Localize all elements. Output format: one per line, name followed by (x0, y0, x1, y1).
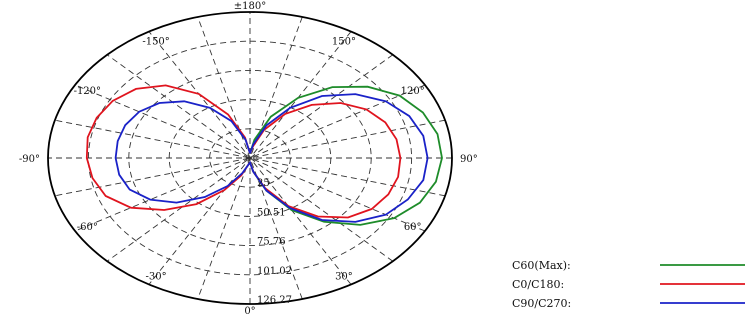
grid-spoke-75 (54, 119, 446, 197)
angle-label: ±180° (234, 1, 266, 12)
radial-tick-label: 126.27 (257, 295, 292, 306)
polar-grid (47, 11, 453, 305)
series-curve-2 (85, 84, 402, 219)
grid-spoke-105 (54, 119, 446, 197)
angle-label: -150° (142, 36, 169, 47)
angle-label: 30° (335, 272, 353, 283)
radial-tick-label: 25 (257, 178, 270, 189)
angle-label: 150° (332, 36, 356, 47)
angle-label: 60° (404, 222, 422, 233)
legend-entry-label: C60(Max): (512, 259, 571, 272)
angle-labels: ±180° 150° 120° 90° 60° 30° 0° -30° -60° -90° -120… (19, 1, 478, 317)
angle-label: -30° (146, 272, 167, 283)
legend-entry-label: C90/C270: (512, 297, 571, 310)
radial-tick-labels: 25 50.51 75.76 101.02 126.27 (257, 178, 292, 306)
outer-ring (47, 11, 453, 305)
radial-tick-label: 101.02 (257, 266, 292, 277)
angle-label: -120° (74, 86, 101, 97)
grid-spoke-165 (197, 16, 303, 300)
angle-label: -90° (19, 154, 40, 165)
legend: C60(Max): C0/C180: C90/C270: (512, 259, 745, 310)
angle-label: 90° (460, 154, 478, 165)
grid-spoke-60 (74, 84, 426, 232)
series-curve-1 (249, 85, 443, 226)
angle-label: -60° (77, 222, 98, 233)
radial-tick-label: 50.51 (257, 207, 286, 218)
grid-spoke-45 (106, 54, 394, 262)
grid-spoke-135 (106, 54, 394, 262)
angle-label: 120° (401, 86, 425, 97)
legend-entry-label: C0/C180: (512, 278, 564, 291)
series-curve-3 (114, 93, 429, 223)
radial-tick-label: 75.76 (257, 237, 286, 248)
intensity-curves (85, 84, 443, 226)
angle-label: 0° (244, 306, 255, 317)
